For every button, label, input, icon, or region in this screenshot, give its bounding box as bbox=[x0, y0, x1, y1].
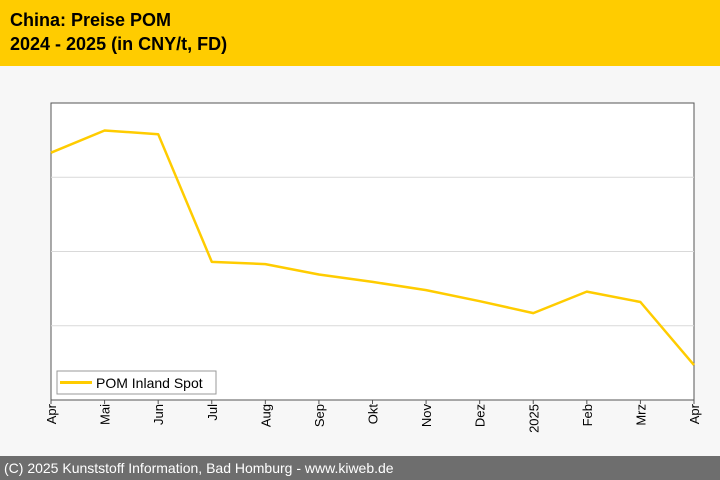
legend-label: POM Inland Spot bbox=[96, 375, 203, 391]
gridlines bbox=[51, 176, 694, 327]
chart-title-line-2: 2024 - 2025 (in CNY/t, FD) bbox=[10, 34, 228, 54]
line-chart: Apr Mai Jun Jul Aug Sep Okt Nov Dez 2025 Feb Mrz Apr… bbox=[44, 102, 702, 433]
x-axis-ticks bbox=[50, 400, 695, 404]
x-tick-label: Apr bbox=[44, 403, 59, 424]
legend: POM Inland Spot bbox=[56, 370, 217, 395]
title-banner: China: Preise POM 2024 - 2025 (in CNY/t,… bbox=[0, 0, 720, 66]
chart-title: China: Preise POM 2024 - 2025 (in CNY/t,… bbox=[10, 8, 227, 56]
series-lines bbox=[50, 129, 695, 366]
x-tick-label: Okt bbox=[366, 404, 381, 425]
x-tick-label: Sep bbox=[312, 404, 327, 427]
chart-title-line-1: China: Preise POM bbox=[10, 10, 172, 30]
x-tick-label: Aug bbox=[258, 404, 273, 427]
series-line-pom-inland-spot bbox=[50, 129, 695, 366]
x-tick-label: Jul bbox=[205, 404, 220, 421]
legend-box bbox=[56, 370, 217, 395]
copyright-text: (C) 2025 Kunststoff Information, Bad Hom… bbox=[4, 460, 394, 476]
x-tick-label: Nov bbox=[419, 404, 434, 428]
x-tick-label: Feb bbox=[580, 404, 595, 426]
x-tick-label: Dez bbox=[473, 404, 488, 427]
x-tick-label: Apr bbox=[687, 403, 702, 424]
x-tick-label: Mrz bbox=[633, 404, 648, 426]
x-tick-label: Mai bbox=[98, 404, 113, 425]
x-tick-label: Jun bbox=[151, 404, 166, 425]
x-axis-labels: Apr Mai Jun Jul Aug Sep Okt Nov Dez 2025 Feb Mrz Apr bbox=[44, 403, 702, 433]
x-tick-label: 2025 bbox=[526, 404, 541, 433]
footer-bar: (C) 2025 Kunststoff Information, Bad Hom… bbox=[0, 456, 720, 480]
